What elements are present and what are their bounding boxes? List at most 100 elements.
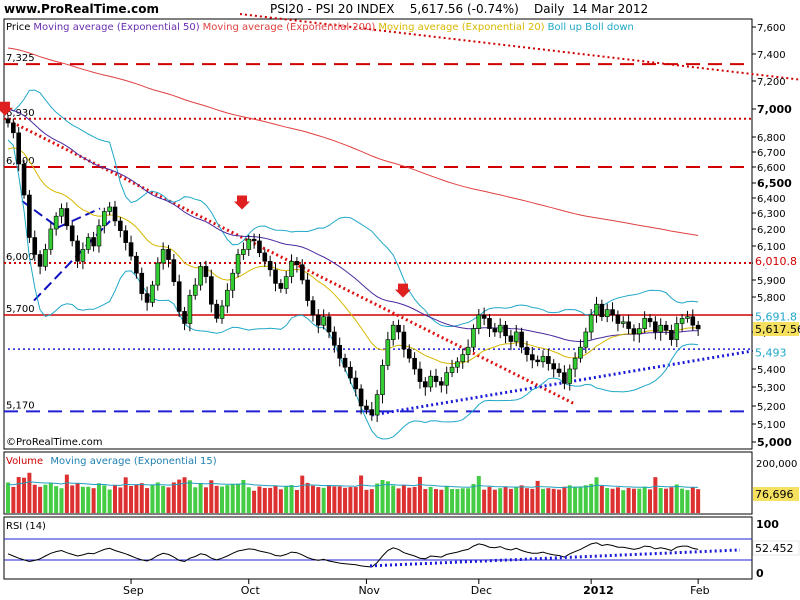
- candle[interactable]: [460, 354, 466, 363]
- volume-bar[interactable]: [300, 475, 305, 513]
- candle[interactable]: [374, 394, 380, 416]
- candle[interactable]: [310, 300, 316, 316]
- candle[interactable]: [449, 366, 455, 373]
- volume-bar[interactable]: [589, 483, 594, 513]
- volume-bar[interactable]: [75, 483, 80, 513]
- site-name[interactable]: www.ProRealTime.com: [4, 2, 159, 16]
- volume-bar[interactable]: [439, 489, 444, 513]
- volume-bar[interactable]: [674, 484, 679, 513]
- volume-bar[interactable]: [139, 483, 144, 513]
- candle[interactable]: [385, 339, 391, 366]
- candle[interactable]: [160, 249, 166, 264]
- candle[interactable]: [529, 354, 535, 361]
- candle[interactable]: [369, 409, 375, 416]
- volume-bar[interactable]: [113, 485, 117, 513]
- volume-bar[interactable]: [289, 485, 294, 513]
- candle[interactable]: [562, 372, 567, 384]
- candle[interactable]: [102, 211, 107, 227]
- volume-bar[interactable]: [22, 477, 27, 513]
- volume-bar[interactable]: [198, 483, 203, 513]
- volume-bar[interactable]: [482, 489, 487, 513]
- candle[interactable]: [620, 321, 626, 324]
- candle[interactable]: [171, 259, 177, 283]
- candle[interactable]: [166, 249, 171, 260]
- volume-bar[interactable]: [369, 489, 374, 513]
- candle[interactable]: [674, 323, 680, 340]
- volume-bar[interactable]: [134, 484, 139, 513]
- candle[interactable]: [626, 321, 631, 329]
- candle[interactable]: [182, 311, 187, 324]
- candle[interactable]: [401, 331, 407, 350]
- volume-bar[interactable]: [16, 477, 21, 513]
- volume-bar[interactable]: [348, 487, 353, 513]
- volume-bar[interactable]: [487, 486, 492, 513]
- volume-bar[interactable]: [166, 487, 171, 513]
- volume-bar[interactable]: [321, 487, 326, 513]
- volume-bar[interactable]: [209, 480, 214, 513]
- volume-bar[interactable]: [305, 482, 310, 513]
- volume-bar[interactable]: [337, 486, 342, 513]
- candle[interactable]: [342, 357, 348, 368]
- volume-bar[interactable]: [498, 488, 503, 513]
- candle[interactable]: [348, 366, 353, 379]
- volume-bar[interactable]: [685, 490, 690, 513]
- volume-bar[interactable]: [316, 487, 321, 513]
- volume-bar[interactable]: [203, 487, 208, 513]
- candle[interactable]: [219, 305, 225, 319]
- volume-bar[interactable]: [530, 488, 535, 513]
- candle[interactable]: [59, 208, 64, 217]
- trend-line-up[interactable]: [371, 349, 753, 417]
- candle[interactable]: [69, 225, 75, 242]
- candle[interactable]: [43, 249, 48, 267]
- volume-bar[interactable]: [428, 486, 433, 513]
- trend-line-upper[interactable]: [239, 13, 800, 81]
- candle[interactable]: [209, 276, 214, 305]
- candle[interactable]: [139, 272, 145, 294]
- volume-bar[interactable]: [364, 489, 369, 513]
- candle[interactable]: [513, 331, 519, 342]
- candle[interactable]: [5, 118, 11, 124]
- volume-bar[interactable]: [669, 487, 674, 513]
- candle[interactable]: [48, 228, 54, 250]
- volume-bar[interactable]: [599, 485, 604, 513]
- candle[interactable]: [16, 132, 22, 165]
- volume-bar[interactable]: [535, 480, 540, 513]
- candle[interactable]: [321, 316, 326, 326]
- candle[interactable]: [551, 363, 557, 370]
- volume-bar[interactable]: [631, 488, 636, 513]
- candle[interactable]: [27, 194, 32, 238]
- candle[interactable]: [337, 344, 343, 359]
- volume-bar[interactable]: [310, 485, 315, 513]
- volume-bar[interactable]: [621, 490, 626, 513]
- volume-bar[interactable]: [257, 486, 262, 513]
- candle[interactable]: [465, 346, 471, 355]
- volume-bar[interactable]: [220, 486, 224, 513]
- volume-bar[interactable]: [455, 489, 460, 513]
- candle[interactable]: [679, 318, 685, 324]
- volume-bar[interactable]: [466, 488, 471, 513]
- candle[interactable]: [187, 294, 193, 324]
- candle[interactable]: [481, 314, 487, 319]
- volume-bar[interactable]: [658, 487, 663, 513]
- volume-bar[interactable]: [118, 487, 123, 513]
- candle[interactable]: [107, 206, 112, 212]
- volume-bar[interactable]: [86, 486, 91, 513]
- volume-bar[interactable]: [241, 479, 246, 513]
- volume-bar[interactable]: [11, 486, 16, 513]
- candle[interactable]: [155, 262, 161, 286]
- candle[interactable]: [251, 238, 257, 242]
- volume-bar[interactable]: [412, 486, 417, 513]
- volume-bar[interactable]: [519, 485, 524, 513]
- candle[interactable]: [524, 346, 530, 355]
- volume-bar[interactable]: [193, 487, 198, 513]
- volume-bar[interactable]: [503, 486, 508, 513]
- volume-bar[interactable]: [182, 477, 187, 513]
- volume-bar[interactable]: [70, 485, 75, 513]
- candle[interactable]: [417, 368, 423, 382]
- volume-bar[interactable]: [343, 487, 348, 513]
- candle[interactable]: [294, 260, 300, 265]
- candle[interactable]: [604, 309, 610, 318]
- candle[interactable]: [396, 324, 401, 333]
- candle[interactable]: [556, 368, 562, 373]
- candle[interactable]: [123, 230, 128, 243]
